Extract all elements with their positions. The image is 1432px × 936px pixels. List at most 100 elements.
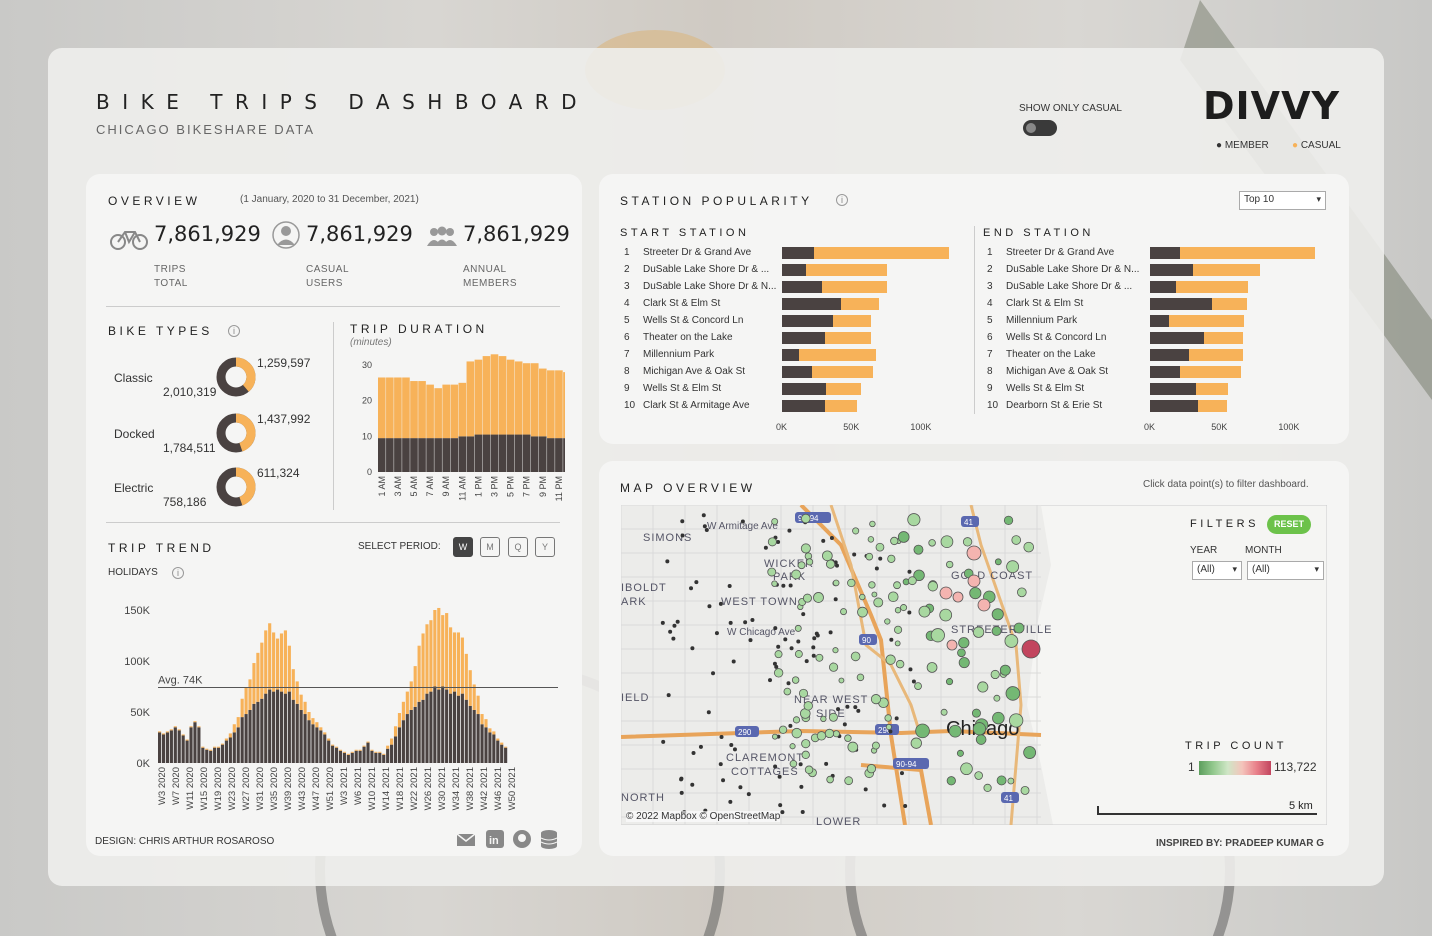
station-name[interactable]: Millennium Park	[1006, 315, 1078, 326]
station-member-bar[interactable]	[1150, 264, 1193, 276]
station-member-bar[interactable]	[782, 383, 827, 395]
station-casual-bar[interactable]	[1179, 247, 1316, 259]
station-member-bar[interactable]	[1150, 366, 1180, 378]
station-name[interactable]: DuSable Lake Shore Dr & ...	[1006, 281, 1133, 292]
duration-casual-bar	[458, 382, 467, 437]
trend-member-bar	[205, 749, 209, 763]
station-name[interactable]: Wells St & Elm St	[1006, 383, 1085, 394]
github-icon[interactable]	[513, 830, 531, 848]
station-casual-bar[interactable]	[1198, 400, 1227, 412]
period-week-button[interactable]: W	[453, 537, 473, 557]
station-member-bar[interactable]	[1150, 383, 1196, 395]
station-member-bar[interactable]	[782, 400, 825, 412]
station-casual-bar[interactable]	[833, 315, 871, 327]
station-name[interactable]: Wells St & Concord Ln	[1006, 332, 1107, 343]
trend-casual-bar	[228, 733, 232, 738]
station-name[interactable]: DuSable Lake Shore Dr & N...	[643, 281, 777, 292]
trend-member-bar	[264, 693, 268, 763]
station-casual-bar[interactable]	[806, 264, 887, 276]
period-month-button[interactable]: M	[480, 537, 500, 557]
station-point-small	[878, 556, 883, 561]
trend-casual-bar	[185, 739, 189, 741]
period-year-button[interactable]: Y	[535, 537, 555, 557]
station-point	[887, 591, 899, 603]
trend-member-bar	[492, 734, 496, 763]
station-name[interactable]: Clark St & Elm St	[1006, 298, 1084, 309]
station-name[interactable]: Clark St & Armitage Ave	[643, 400, 750, 411]
station-name[interactable]: DuSable Lake Shore Dr & N...	[1006, 264, 1140, 275]
trend-member-bar	[158, 732, 162, 763]
station-name[interactable]: Streeter Dr & Grand Ave	[643, 247, 752, 258]
reset-button[interactable]: RESET	[1267, 515, 1311, 534]
station-name[interactable]: Wells St & Concord Ln	[643, 315, 744, 326]
station-casual-bar[interactable]	[814, 247, 949, 259]
station-point	[867, 536, 875, 543]
station-member-bar[interactable]	[782, 247, 815, 259]
station-name[interactable]: Michigan Ave & Oak St	[1006, 366, 1109, 377]
trend-member-bar	[185, 740, 189, 763]
station-point	[794, 624, 802, 632]
station-casual-bar[interactable]	[799, 349, 877, 361]
station-casual-bar[interactable]	[822, 281, 887, 293]
bike-types-info-icon[interactable]: i	[228, 325, 240, 337]
show-only-casual-toggle[interactable]	[1023, 120, 1057, 136]
station-member-bar[interactable]	[1150, 315, 1169, 327]
station-name[interactable]: Theater on the Lake	[1006, 349, 1096, 360]
month-dropdown[interactable]: (All)	[1247, 561, 1324, 580]
station-name[interactable]: Michigan Ave & Oak St	[643, 366, 746, 377]
station-casual-bar[interactable]	[825, 400, 858, 412]
linkedin-icon[interactable]: in	[486, 830, 504, 848]
station-info-icon[interactable]: i	[836, 194, 848, 206]
station-point-small	[788, 583, 793, 588]
station-casual-bar[interactable]	[1203, 332, 1243, 344]
trend-member-bar	[228, 737, 232, 763]
station-casual-bar[interactable]	[1179, 366, 1242, 378]
station-casual-bar[interactable]	[826, 383, 862, 395]
year-dropdown[interactable]: (All)	[1192, 561, 1242, 580]
station-point-small	[907, 610, 912, 615]
station-member-bar[interactable]	[782, 332, 825, 344]
trend-casual-bar	[161, 733, 166, 735]
station-casual-bar[interactable]	[1211, 298, 1247, 310]
station-casual-bar[interactable]	[1175, 281, 1249, 293]
station-member-bar[interactable]	[1150, 281, 1176, 293]
station-member-bar[interactable]	[782, 366, 812, 378]
station-member-bar[interactable]	[782, 349, 800, 361]
station-name[interactable]: Theater on the Lake	[643, 332, 733, 343]
station-member-bar[interactable]	[1150, 247, 1180, 259]
station-name[interactable]: DuSable Lake Shore Dr & ...	[643, 264, 770, 275]
station-casual-bar[interactable]	[825, 332, 871, 344]
top-n-dropdown[interactable]: Top 10	[1239, 191, 1326, 210]
station-name[interactable]: Clark St & Elm St	[643, 298, 721, 309]
station-casual-bar[interactable]	[1168, 315, 1245, 327]
station-point	[1004, 634, 1019, 648]
holidays-info-icon[interactable]: i	[172, 567, 184, 579]
station-name[interactable]: Wells St & Elm St	[643, 383, 722, 394]
station-point	[991, 626, 1002, 636]
trend-y-tick: 100K	[124, 656, 150, 668]
duration-casual-bar	[555, 370, 563, 439]
mail-icon[interactable]	[456, 833, 476, 846]
station-member-bar[interactable]	[1150, 349, 1189, 361]
station-point	[857, 606, 868, 618]
station-casual-bar[interactable]	[811, 366, 874, 378]
station-member-bar[interactable]	[1150, 298, 1212, 310]
period-quarter-button[interactable]: Q	[508, 537, 528, 557]
station-member-bar[interactable]	[782, 281, 823, 293]
station-casual-bar[interactable]	[1193, 264, 1261, 276]
station-member-bar[interactable]	[1150, 332, 1204, 344]
station-rank: 2	[987, 264, 993, 275]
station-name[interactable]: Dearborn St & Erie St	[1006, 400, 1103, 411]
station-point-small	[668, 629, 673, 634]
station-member-bar[interactable]	[782, 298, 842, 310]
station-member-bar[interactable]	[782, 315, 834, 327]
station-name[interactable]: Millennium Park	[643, 349, 715, 360]
station-member-bar[interactable]	[782, 264, 807, 276]
station-casual-bar[interactable]	[1188, 349, 1243, 361]
station-member-bar[interactable]	[1150, 400, 1199, 412]
station-casual-bar[interactable]	[841, 298, 879, 310]
station-casual-bar[interactable]	[1195, 383, 1228, 395]
station-name[interactable]: Streeter Dr & Grand Ave	[1006, 247, 1115, 258]
database-icon[interactable]	[540, 830, 558, 849]
